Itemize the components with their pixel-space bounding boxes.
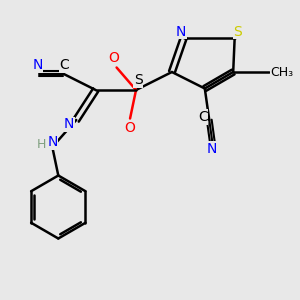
- Text: O: O: [124, 121, 136, 134]
- Text: N: N: [176, 25, 186, 38]
- Text: N: N: [64, 118, 74, 131]
- Text: H: H: [36, 138, 46, 151]
- Text: CH₃: CH₃: [271, 65, 294, 79]
- Text: N: N: [32, 58, 43, 72]
- Text: S: S: [134, 74, 143, 87]
- Text: N: N: [207, 142, 217, 156]
- Text: O: O: [108, 52, 119, 65]
- Text: C: C: [198, 110, 208, 124]
- Text: C: C: [59, 58, 69, 72]
- Text: N: N: [47, 136, 58, 149]
- Text: S: S: [233, 25, 242, 38]
